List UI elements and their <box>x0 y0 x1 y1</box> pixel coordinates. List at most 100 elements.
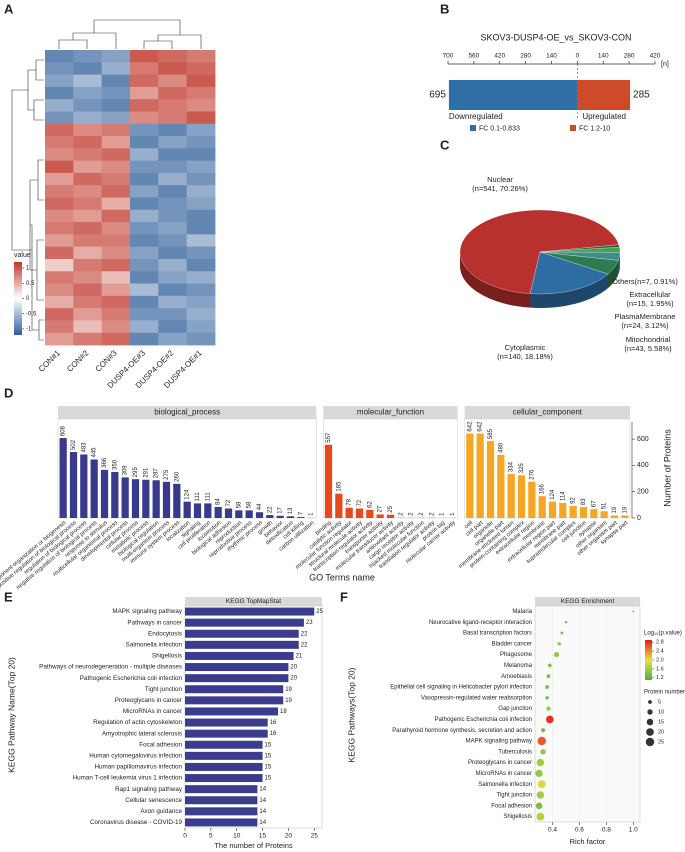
heatmap-cell <box>101 185 131 198</box>
heatmap-cell <box>101 123 131 137</box>
bar <box>610 515 619 518</box>
bar <box>324 444 333 518</box>
dendrogram <box>11 19 202 341</box>
column-label: CON#1 <box>37 348 63 374</box>
value-label: 22 <box>267 506 273 513</box>
value-label: 22 <box>301 642 308 648</box>
value-label: 72 <box>226 499 232 506</box>
heatmap-cell <box>101 148 131 162</box>
heatmap-cell <box>45 99 74 112</box>
slice-label: (n=15, 1.95%) <box>626 299 674 308</box>
slice-label: Mitochondrial <box>626 335 671 344</box>
heatmap-cell <box>130 62 159 75</box>
value-label: 44 <box>257 503 263 510</box>
panel-letter: D <box>4 385 13 400</box>
value-label: 18 <box>280 709 287 715</box>
slice-label: Others(n=7, 0.91%) <box>612 277 678 286</box>
bar <box>185 607 315 616</box>
dot <box>546 706 551 711</box>
heatmap-cell <box>186 160 216 174</box>
heatmap-cell <box>186 50 216 63</box>
panel-letter: C <box>440 137 450 152</box>
value-label: 62 <box>367 501 373 508</box>
bar <box>579 507 588 518</box>
heatmap-cell <box>186 283 216 297</box>
y-tick-label: Rap1 signaling pathway <box>115 786 183 793</box>
y-tick-label: Endocytosis <box>148 630 182 637</box>
heatmap-cell <box>101 197 131 211</box>
heatmap-cell <box>130 99 159 112</box>
value-label: 27 <box>378 505 384 512</box>
x-tick-label: 0.4 <box>548 827 557 834</box>
value-label: 124 <box>550 489 556 500</box>
value-label: 325 <box>519 463 525 474</box>
legend-swatch <box>470 125 476 131</box>
bar <box>185 696 284 705</box>
heatmap-cell <box>73 234 103 248</box>
bar <box>185 651 294 660</box>
heatmap-cell <box>130 246 159 260</box>
heatmap-cell <box>73 197 103 211</box>
heatmap-cell <box>130 111 159 125</box>
bar <box>204 503 212 518</box>
heatmap-cell <box>73 283 103 297</box>
bar <box>600 511 608 518</box>
heatmap-cell <box>186 148 216 162</box>
bar <box>497 454 505 518</box>
heatmap-cell <box>130 172 159 186</box>
y-tick-label: Vasopressin-regulated water reabsorption <box>421 695 532 701</box>
heatmap-cell <box>73 295 103 309</box>
bar <box>569 505 577 518</box>
heatmap-cell <box>186 308 216 321</box>
heatmap-cell <box>158 308 188 321</box>
value-label: 51 <box>602 502 608 509</box>
bar <box>185 818 258 827</box>
heatmap-cell <box>45 197 74 211</box>
y-tick-label: Focal adhesion <box>139 741 182 748</box>
y-tick-label: 600 <box>637 436 649 443</box>
value-label: 295 <box>133 467 139 478</box>
size-key-label: 20 <box>658 729 664 735</box>
heatmap-cell <box>45 308 74 321</box>
heatmap-cell <box>73 172 103 186</box>
heatmap-cell <box>158 148 188 162</box>
bar <box>121 477 129 518</box>
value-label: 166 <box>540 483 546 494</box>
bar <box>185 729 268 738</box>
dot <box>632 610 635 613</box>
value-label: 1 <box>440 512 446 516</box>
heatmap-cell <box>45 185 74 198</box>
legend-swatch <box>570 125 576 131</box>
dot <box>540 749 546 755</box>
bar <box>111 471 119 518</box>
value-label: 276 <box>529 469 535 480</box>
chart-title: KEGG Enrichment <box>561 598 615 605</box>
bar <box>185 785 258 794</box>
legend-label: FC 0.1-0.833 <box>479 125 520 132</box>
panel-letter: B <box>440 1 449 16</box>
value-label: 585 <box>488 428 494 439</box>
bar <box>486 441 495 518</box>
heatmap-cell <box>186 99 216 112</box>
y-tick-label: Basal transcription factors <box>463 631 532 637</box>
bar <box>185 707 279 716</box>
heatmap-cell <box>186 234 216 248</box>
value-label: 7 <box>298 511 304 515</box>
heatmap-cell <box>101 246 131 260</box>
heatmap-cell <box>130 50 159 63</box>
colorbar-tick-label: 2.8 <box>656 640 664 646</box>
bar <box>355 508 364 518</box>
heatmap-cell <box>130 123 159 137</box>
value-label: 275 <box>164 469 170 480</box>
heatmap-cell <box>45 258 74 272</box>
heatmap-cell <box>101 99 131 112</box>
value-label: 291 <box>143 467 149 478</box>
y-tick-label: Amoebiasis <box>501 674 532 680</box>
bar <box>173 483 181 518</box>
facet-title: biological_process <box>154 408 220 417</box>
value-label: 2 <box>429 512 435 516</box>
heatmap-cell <box>186 86 216 100</box>
heatmap-cell <box>158 295 188 309</box>
value-label: 285 <box>633 90 650 101</box>
bar <box>185 796 258 805</box>
